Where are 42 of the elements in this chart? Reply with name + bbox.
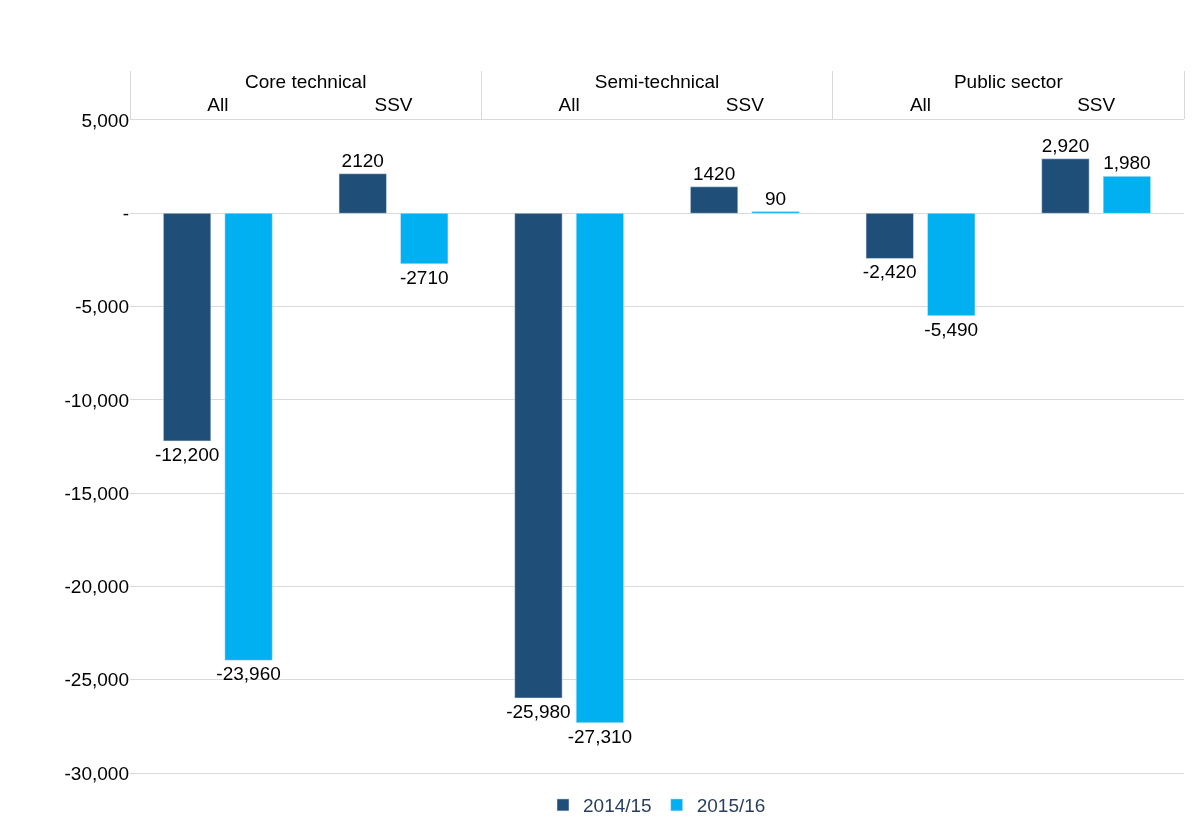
bar — [927, 213, 976, 316]
bar — [338, 173, 387, 214]
y-tick-label: -10,000 — [64, 389, 129, 411]
data-label: 2120 — [341, 149, 384, 171]
x-tick-label: All — [207, 94, 229, 116]
legend-label: 2014/15 — [583, 795, 652, 817]
bar — [400, 213, 449, 265]
data-label: 90 — [765, 187, 787, 209]
data-label: -2710 — [399, 266, 449, 288]
bar — [514, 213, 563, 699]
data-label: 1,980 — [1103, 152, 1151, 174]
x-tick-label: SSV — [374, 94, 413, 116]
x-tick-label: SSV — [1077, 94, 1116, 116]
y-tick-label: -20,000 — [64, 576, 129, 598]
bar — [1102, 176, 1151, 214]
data-label: -25,980 — [506, 701, 571, 722]
x-tick-label: All — [909, 94, 932, 116]
data-label: -27,310 — [567, 725, 633, 747]
data-label: -12,200 — [154, 443, 220, 465]
y-tick-label: - — [122, 202, 129, 224]
x-tick-label: All — [558, 94, 580, 116]
legend-label: 2015/16 — [696, 795, 766, 817]
y-tick-label: -30,000 — [64, 762, 129, 784]
data-label: 2,920 — [1041, 134, 1090, 156]
data-label: -2,420 — [862, 261, 917, 283]
data-label: -5,490 — [924, 318, 979, 340]
bar — [865, 213, 914, 259]
bar — [163, 213, 212, 442]
bar — [690, 186, 739, 214]
data-label: -23,960 — [216, 663, 281, 685]
y-tick-label: -5,000 — [75, 296, 129, 318]
x-tick-label: SSV — [725, 94, 765, 116]
text: Semi-technical — [594, 71, 720, 93]
y-tick-label: -15,000 — [64, 482, 129, 504]
data-label: 1420 — [692, 162, 736, 184]
bar — [575, 213, 624, 724]
text: Core technical — [244, 71, 367, 93]
bar — [1041, 158, 1090, 214]
y-tick-label: -25,000 — [64, 669, 129, 691]
text: Public sector — [953, 71, 1064, 93]
y-tick-label: 5,000 — [81, 109, 129, 131]
bar — [224, 213, 273, 661]
